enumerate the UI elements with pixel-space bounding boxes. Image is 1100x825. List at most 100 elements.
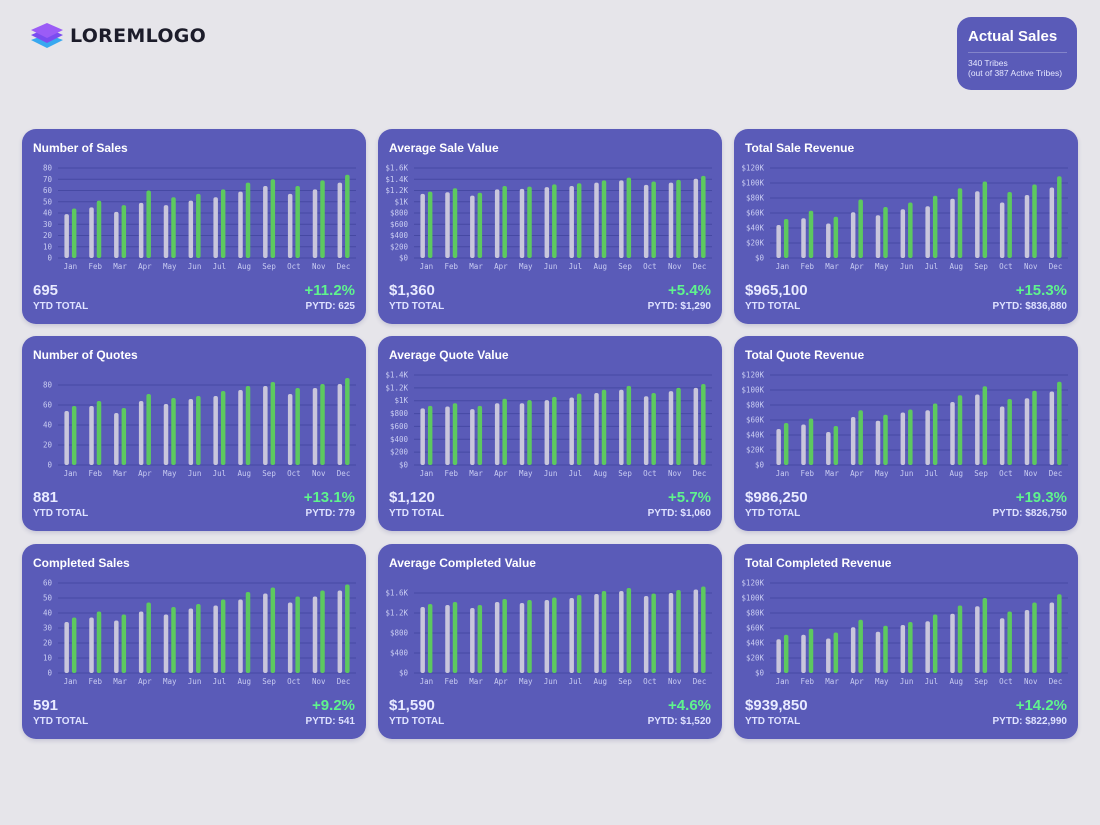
x-tick-label: Aug <box>949 677 963 686</box>
x-tick-label: Jun <box>188 677 202 686</box>
card-title: Average Completed Value <box>389 556 536 570</box>
bar-previous-year <box>114 211 119 258</box>
x-tick-label: Jan <box>420 262 434 271</box>
y-tick-label: $0 <box>755 461 765 470</box>
bar-current-year <box>527 400 532 465</box>
bar-previous-year <box>312 596 318 673</box>
pytd-value: PYTD: $1,060 <box>647 508 711 519</box>
x-tick-label: Jul <box>213 677 227 686</box>
x-tick-label: Feb <box>444 677 458 686</box>
bar-current-year <box>295 186 300 258</box>
x-tick-label: Mar <box>113 677 127 686</box>
y-tick-label: $0 <box>399 254 409 263</box>
x-tick-label: Apr <box>138 677 152 686</box>
bar-previous-year <box>826 432 831 465</box>
x-tick-label: Dec <box>693 469 707 478</box>
bar-current-year <box>676 179 681 258</box>
bar-chart: 0 10 20 30 40 50 60 Jan Feb Mar Apr May Jun Jul Aug Sep… <box>43 579 356 686</box>
x-tick-label: Aug <box>237 262 251 271</box>
bar-current-year <box>1007 192 1012 258</box>
bar-current-year <box>883 207 888 258</box>
card-title: Total Quote Revenue <box>745 348 865 362</box>
x-tick-label: Oct <box>999 469 1013 478</box>
bar-current-year <box>477 605 483 673</box>
bar-current-year <box>121 408 127 465</box>
x-tick-label: Jan <box>776 469 790 478</box>
ytd-total-label: YTD TOTAL <box>33 508 89 519</box>
x-tick-label: Dec <box>693 677 707 686</box>
card-title: Average Sale Value <box>389 141 499 155</box>
bar-previous-year <box>163 205 169 258</box>
bar-previous-year <box>263 186 268 258</box>
x-tick-label: Mar <box>469 262 483 271</box>
x-tick-label: Dec <box>693 262 707 271</box>
ytd-total-value: $1,120 <box>389 489 435 506</box>
bar-current-year <box>295 388 300 465</box>
card-title: Total Sale Revenue <box>745 141 855 155</box>
bar-previous-year <box>420 193 425 258</box>
bar-current-year <box>477 192 483 258</box>
bar-previous-year <box>643 596 649 673</box>
stacked-layers-icon <box>31 23 63 48</box>
x-tick-label: Mar <box>825 469 839 478</box>
y-tick-label: $120K <box>741 579 764 588</box>
x-tick-label: May <box>163 262 177 271</box>
bar-previous-year <box>420 408 425 465</box>
bar-current-year <box>196 193 201 258</box>
bar-previous-year <box>668 182 674 258</box>
bar-previous-year <box>975 394 980 465</box>
y-tick-label: $100K <box>741 179 764 188</box>
x-tick-label: Mar <box>113 469 127 478</box>
bar-current-year <box>883 414 888 465</box>
y-tick-label: 50 <box>43 197 53 206</box>
bar-previous-year <box>643 396 649 465</box>
pytd-value: PYTD: $826,750 <box>992 508 1068 519</box>
bar-previous-year <box>776 639 781 673</box>
x-tick-label: Jan <box>420 677 434 686</box>
x-tick-label: Jul <box>925 469 939 478</box>
y-tick-label: 0 <box>47 254 52 263</box>
bar-current-year <box>957 605 963 673</box>
y-tick-label: 40 <box>43 421 53 430</box>
y-tick-label: $80K <box>746 194 765 203</box>
bar-previous-year <box>693 589 699 673</box>
x-tick-label: May <box>875 262 889 271</box>
bar-previous-year <box>668 391 674 465</box>
bar-current-year <box>452 188 458 258</box>
y-tick-label: $400 <box>390 435 409 444</box>
y-tick-label: $100K <box>741 594 764 603</box>
bar-previous-year <box>138 611 144 673</box>
bar-previous-year <box>287 193 293 258</box>
bar-previous-year <box>138 401 144 465</box>
x-tick-label: Jul <box>569 262 583 271</box>
x-tick-label: Feb <box>444 262 458 271</box>
x-tick-label: Nov <box>1024 469 1038 478</box>
bar-current-year <box>427 604 433 673</box>
x-tick-label: Sep <box>618 262 632 271</box>
y-tick-label: $60K <box>746 209 765 218</box>
bar-previous-year <box>801 424 806 465</box>
ytd-total-value: $939,850 <box>745 697 808 714</box>
bar-previous-year <box>776 225 781 258</box>
bar-previous-year <box>163 404 169 465</box>
bar-previous-year <box>950 613 955 673</box>
y-tick-label: 70 <box>43 175 53 184</box>
bar-previous-year <box>238 191 243 258</box>
x-tick-label: Nov <box>312 677 326 686</box>
growth-percent: +4.6% <box>668 697 711 714</box>
x-tick-label: Jul <box>925 677 939 686</box>
x-tick-label: May <box>163 677 177 686</box>
bar-current-year <box>96 611 102 673</box>
x-tick-label: May <box>163 469 177 478</box>
growth-percent: +5.7% <box>668 489 711 506</box>
y-tick-label: $1.2K <box>385 383 408 392</box>
kpi-card: Total Quote Revenue $0 $20K $40K $60K $80K $10… <box>734 336 1078 531</box>
bar-current-year <box>552 597 557 673</box>
x-tick-label: Oct <box>287 469 301 478</box>
bar-previous-year <box>519 188 525 258</box>
x-tick-label: Jan <box>64 262 78 271</box>
bar-previous-year <box>776 429 781 465</box>
bar-previous-year <box>494 602 500 673</box>
bar-previous-year <box>999 618 1005 673</box>
bar-previous-year <box>975 606 980 673</box>
